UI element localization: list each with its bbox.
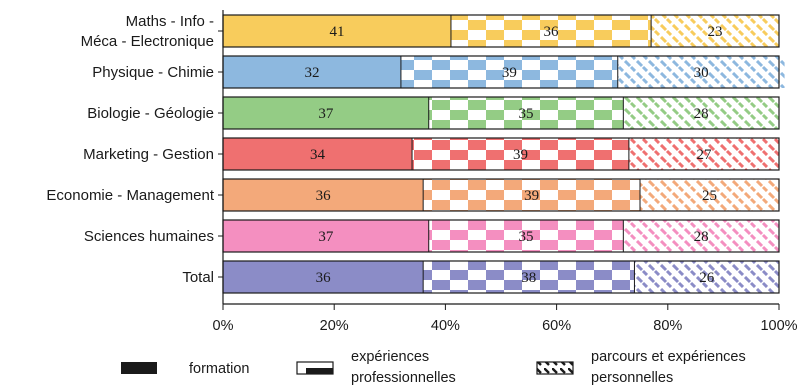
data-label: 25 <box>702 188 717 204</box>
legend-label: parcours et expériences <box>591 349 746 365</box>
data-label: 36 <box>316 188 332 204</box>
bar-segment <box>623 97 779 129</box>
category-label: Economie - Management <box>46 187 214 204</box>
bar-segment <box>412 138 629 170</box>
x-tick-label: 20% <box>320 318 349 334</box>
bar-segment <box>223 15 451 47</box>
legend-label: professionnelles <box>351 370 456 386</box>
data-label: 36 <box>544 24 560 40</box>
axis-layer: Maths - Info - Méca - Electronique Physiqu… <box>46 10 797 334</box>
category-label: Méca - Electronique <box>81 33 214 50</box>
legend: formation expériences professionnelles parc… <box>121 349 746 386</box>
bar-segment <box>623 220 779 252</box>
bar-segment <box>450 15 652 47</box>
data-label: 30 <box>694 65 709 81</box>
legend-label: personnelles <box>591 370 673 386</box>
data-label: 39 <box>524 188 539 204</box>
bar-segment <box>651 15 779 47</box>
data-label: 37 <box>318 106 334 122</box>
legend-swatch <box>536 361 574 375</box>
bar-segment <box>617 56 785 88</box>
data-label: 41 <box>329 24 344 40</box>
legend-item: parcours et expériences personnelles <box>536 349 746 386</box>
data-label: 34 <box>310 147 326 163</box>
x-tick-label: 40% <box>431 318 460 334</box>
bar-segment <box>223 220 429 252</box>
bar-segment <box>640 179 779 211</box>
bar-segment <box>223 138 413 170</box>
category-label: Total <box>182 269 214 286</box>
legend-item: expériences professionnelles <box>296 349 456 386</box>
data-label: 35 <box>519 106 534 122</box>
bar-segment <box>423 179 640 211</box>
bar-segment <box>423 261 635 293</box>
bar-segment <box>428 97 624 129</box>
bar-segment <box>223 261 424 293</box>
bar-segment <box>223 56 401 88</box>
category-label: Marketing - Gestion <box>83 146 214 163</box>
data-label: 39 <box>513 147 528 163</box>
data-label: 26 <box>699 270 715 286</box>
bars-layer: 41 36 23 32 39 30 37 35 28 34 39 27 36 39 25 37 35 28 36 38… <box>222 14 785 294</box>
legend-label: formation <box>189 361 249 377</box>
category-label: Sciences humaines <box>84 228 214 245</box>
data-label: 23 <box>708 24 723 40</box>
bar-segment <box>400 56 618 88</box>
bar-segment <box>634 261 779 293</box>
x-tick-label: 0% <box>213 318 234 334</box>
category-label: Biologie - Géologie <box>87 105 214 122</box>
data-label: 28 <box>694 106 709 122</box>
data-label: 37 <box>318 229 334 245</box>
x-tick-label: 100% <box>760 318 797 334</box>
bar-segment <box>223 179 424 211</box>
legend-swatch <box>121 362 157 374</box>
category-label: Physique - Chimie <box>92 64 214 81</box>
data-label: 36 <box>316 270 332 286</box>
legend-item: formation <box>121 361 249 377</box>
bar-segment <box>223 97 429 129</box>
x-tick-label: 80% <box>653 318 682 334</box>
data-label: 28 <box>694 229 709 245</box>
data-label: 35 <box>519 229 534 245</box>
data-label: 27 <box>696 147 712 163</box>
data-label: 32 <box>304 65 319 81</box>
data-label: 38 <box>521 270 536 286</box>
bar-segment <box>428 220 624 252</box>
data-label: 39 <box>502 65 517 81</box>
category-label: Maths - Info - <box>126 13 214 30</box>
legend-swatch <box>296 361 334 375</box>
legend-label: expériences <box>351 349 429 365</box>
x-tick-label: 60% <box>542 318 571 334</box>
bar-segment <box>628 138 779 170</box>
